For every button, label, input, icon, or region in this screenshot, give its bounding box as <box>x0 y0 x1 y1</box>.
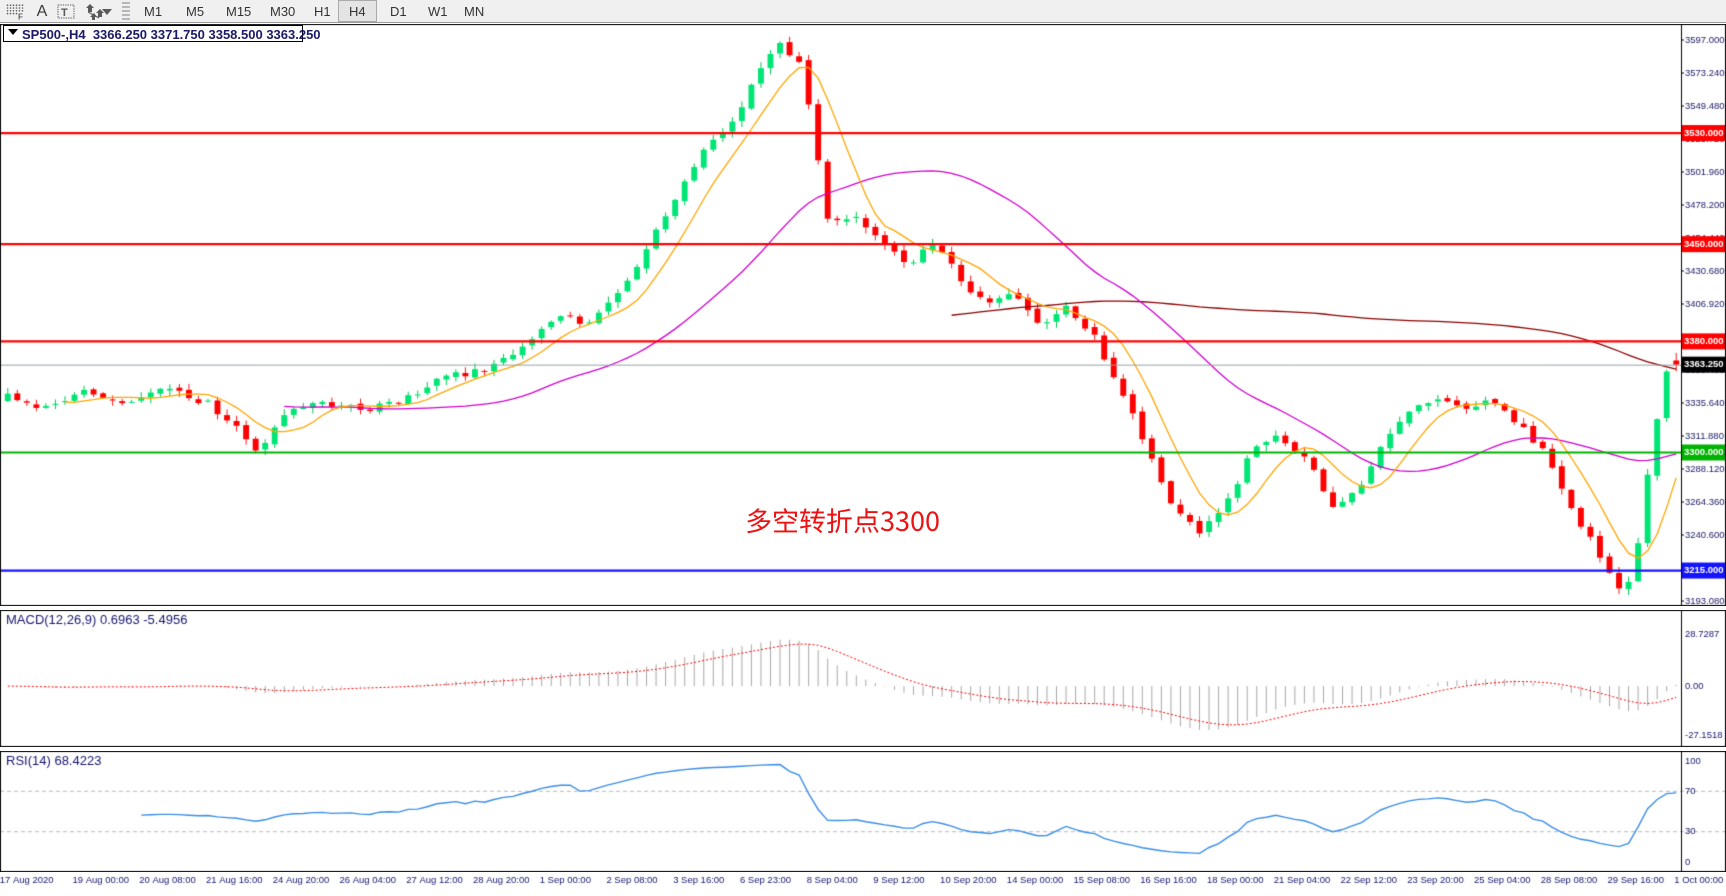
svg-text:F: F <box>18 12 23 20</box>
svg-text:T: T <box>61 7 68 19</box>
